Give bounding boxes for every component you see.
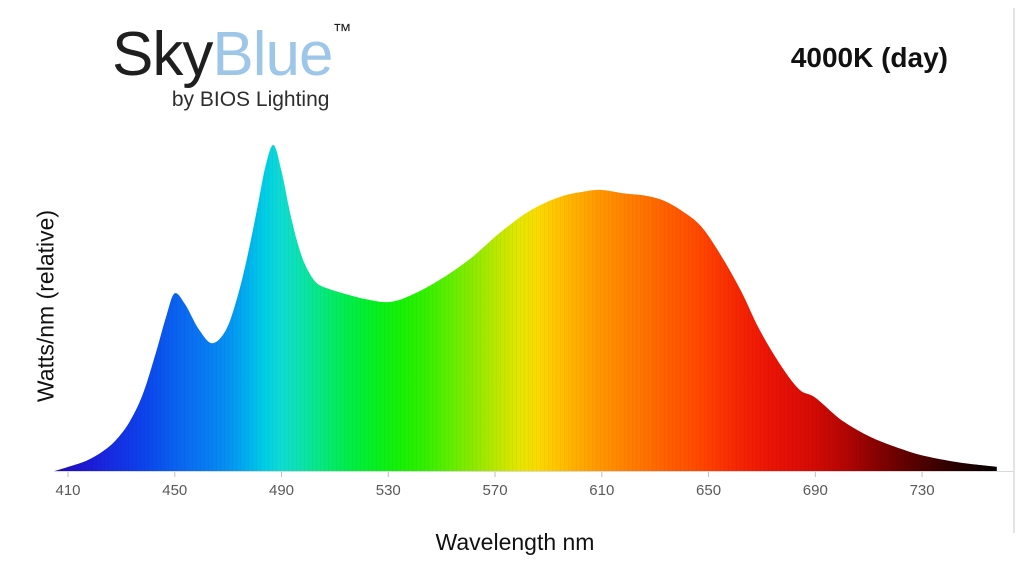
x-tick-label: 690: [803, 482, 828, 499]
x-tick-label: 490: [269, 482, 294, 499]
x-tick-label: 530: [376, 482, 401, 499]
logo-tagline: by BIOS Lighting: [171, 88, 330, 111]
x-axis-ticks: [67, 472, 923, 477]
x-tick-label: 570: [483, 482, 508, 499]
x-tick-label: 650: [696, 482, 721, 499]
brand-logo: SkyBlue™ by BIOS Lighting: [112, 21, 352, 111]
color-temperature-label: 4000K (day): [790, 42, 948, 73]
x-tick-label: 410: [55, 482, 80, 499]
logo-wordmark: SkyBlue™: [112, 21, 352, 86]
x-axis-title: Wavelength nm: [435, 529, 595, 555]
logo-sky: Sky: [112, 20, 213, 89]
trademark-symbol: ™: [332, 21, 352, 42]
spectrum-banding-overlay: [54, 144, 997, 472]
y-axis-title: Watts/nm (relative): [32, 209, 59, 403]
x-axis-tick-labels: 410 450 490 530 570 610 650 690 730: [55, 482, 934, 499]
x-tick-label: 730: [910, 482, 935, 499]
logo-blue: Blue: [212, 20, 333, 89]
x-tick-label: 610: [589, 482, 614, 499]
x-tick-label: 450: [162, 482, 187, 499]
